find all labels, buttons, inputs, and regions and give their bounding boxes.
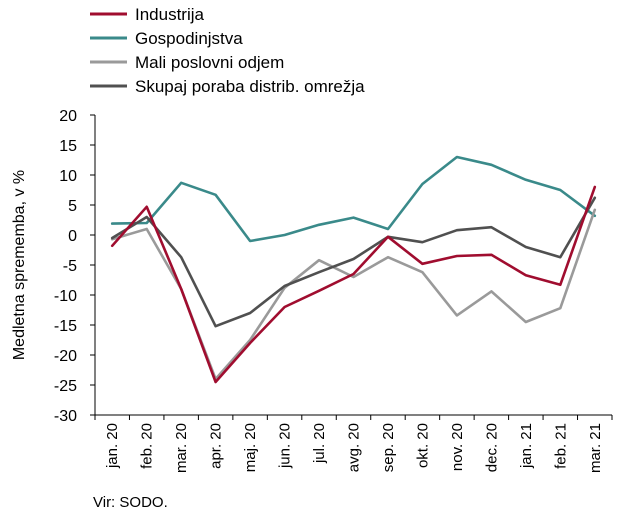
series-line-2 [110,208,597,381]
x-tick-label: dec. 20 [483,423,500,472]
y-tick-label: 0 [68,228,77,245]
x-tick-label: maj. 20 [242,423,259,472]
y-tick-label: 20 [59,108,77,125]
y-tick-label: 10 [59,168,77,185]
x-tick-label: mar. 21 [587,423,604,473]
series-lines [110,155,597,384]
y-tick-label: -30 [54,408,77,425]
legend-label: Industrija [135,5,205,24]
x-tick-label: jun. 20 [277,423,294,469]
legend: Industrija Gospodinjstva Mali poslovni odj… [90,5,365,96]
series-line-0 [110,185,597,384]
legend-label: Gospodinjstva [135,29,243,48]
y-tick-label: -10 [54,288,77,305]
y-tick-label: 5 [68,198,77,215]
series-line-3 [110,196,597,328]
x-tick-label: jul. 20 [311,423,328,464]
y-axis-title: Medletna sprememba, v % [11,170,28,360]
x-tick-label: jan. 21 [518,423,535,469]
source-note: Vir: SODO. [93,494,168,511]
x-tick-label: avg. 20 [346,423,363,472]
x-tick-label: okt. 20 [414,423,431,468]
x-tick-label: jan. 20 [104,423,121,469]
y-axis: 20 15 10 5 0 -5 -10 -15 -20 -25 -30 [54,108,96,425]
x-tick-label: apr. 20 [208,423,225,469]
x-axis: jan. 20 feb. 20 mar. 20 apr. 20 maj. 20 jun. … [94,414,613,473]
series-line-1 [110,155,597,243]
x-tick-label: feb. 21 [552,423,569,469]
y-tick-label: -25 [54,378,77,395]
x-tick-label: feb. 20 [139,423,156,469]
x-tick-label: mar. 20 [173,423,190,473]
x-tick-label: nov. 20 [449,423,466,471]
legend-label: Mali poslovni odjem [135,53,284,72]
x-tick-label: sep. 20 [380,423,397,472]
y-tick-label: -5 [63,258,77,275]
y-tick-label: -20 [54,348,77,365]
y-tick-label: -15 [54,318,77,335]
y-tick-label: 15 [59,138,77,155]
legend-label: Skupaj poraba distrib. omrežja [135,77,365,96]
